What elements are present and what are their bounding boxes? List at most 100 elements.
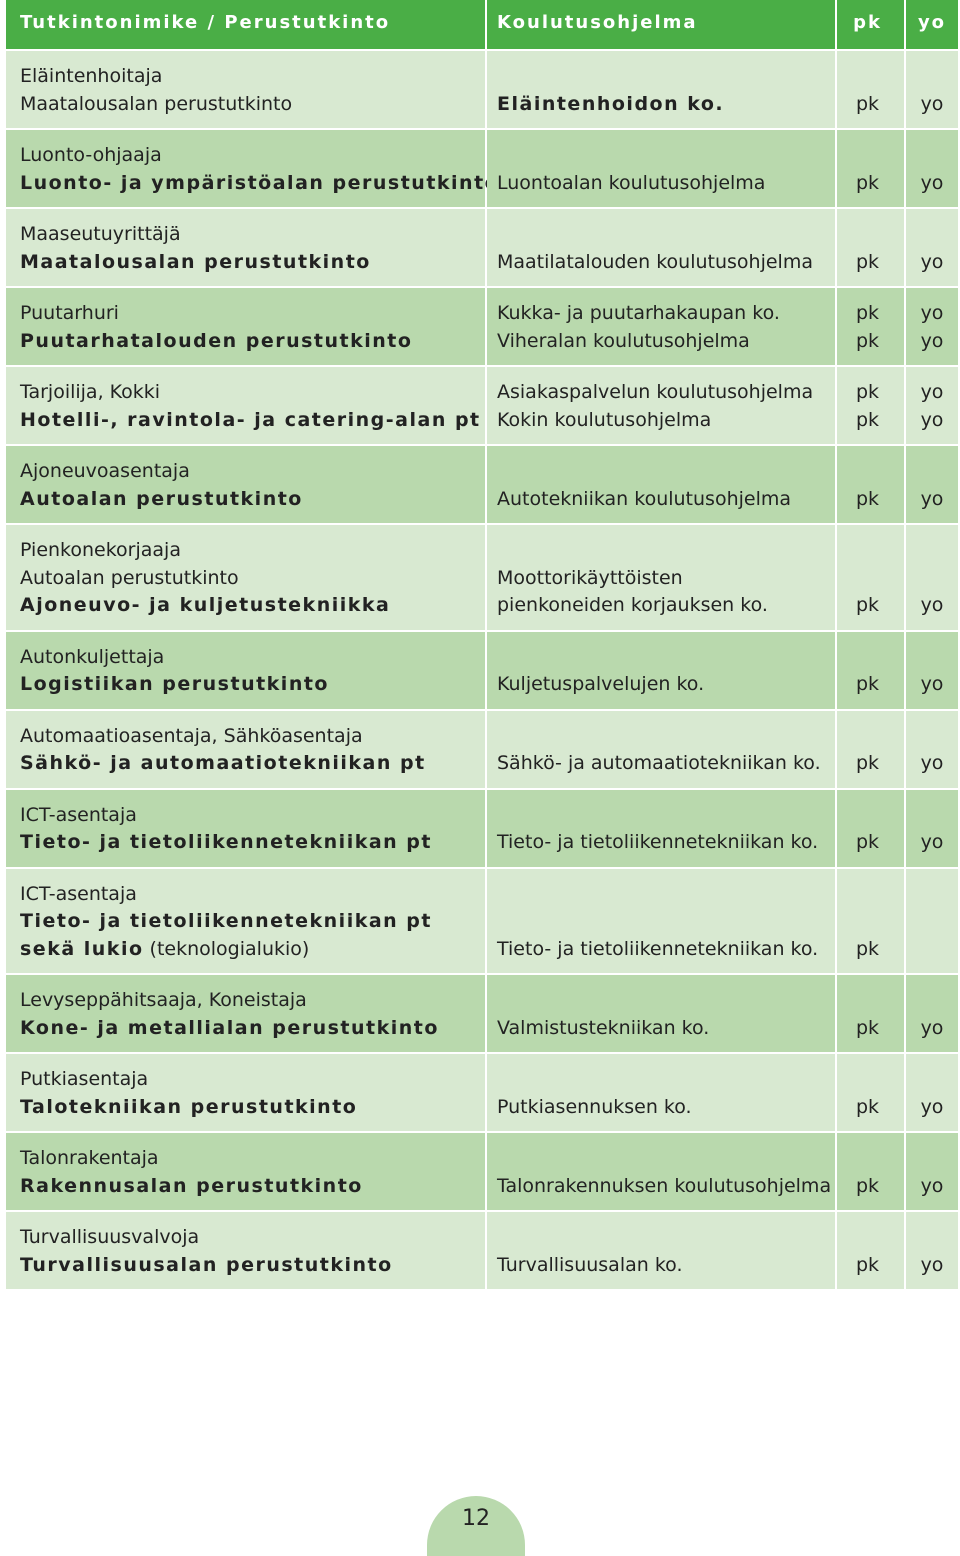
program-cell: Luontoalan koulutusohjelma <box>487 130 835 207</box>
degree-name: Autoalan perustutkinto <box>20 487 303 510</box>
pk-mark: pk <box>855 673 880 695</box>
yo-cell: yo <box>906 1054 958 1131</box>
yo-cell: yo <box>906 975 958 1052</box>
title-cell: ICT-asentaja Tieto- ja tietoliikennetekni… <box>6 789 485 867</box>
pk-mark: pk <box>855 1174 880 1197</box>
yo-mark: yo <box>920 250 944 273</box>
degree-name: Kone- ja metallialan perustutkinto <box>20 1016 439 1039</box>
degree-extra-note: (teknologialukio) <box>143 937 310 960</box>
title-cell: ICT-asentaja Tieto- ja tietoliikennetekni… <box>6 868 485 973</box>
job-title: Levyseppähitsaaja, Koneistaja <box>20 989 307 1011</box>
job-title: ICT-asentaja <box>20 882 137 905</box>
yo-cell: yo <box>906 1133 958 1210</box>
yo-mark: yo <box>920 92 944 115</box>
program-name: Kokin koulutusohjelma <box>497 408 712 431</box>
program-cell: Kuljetuspalvelujen ko. <box>487 631 835 709</box>
yo-cell: yo yo <box>906 367 958 444</box>
job-title: Autoalan perustutkinto <box>20 566 239 589</box>
pk-cell: pk pk <box>837 288 904 365</box>
job-title: Puutarhuri <box>20 302 119 324</box>
program-cell: Autotekniikan koulutusohjelma <box>487 446 835 523</box>
program-name: Autotekniikan koulutusohjelma <box>497 487 792 510</box>
program-cell: Turvallisuusalan ko. <box>487 1212 835 1289</box>
program-name: Sähkö- ja automaatiotekniikan ko. <box>497 752 821 774</box>
yo-cell <box>906 868 958 973</box>
yo-cell: yo <box>906 710 958 788</box>
program-cell: Sähkö- ja automaatiotekniikan ko. <box>487 710 835 788</box>
program-cell: Eläintenhoidon ko. <box>487 51 835 128</box>
table-row: ICT-asentaja Tieto- ja tietoliikennetekni… <box>6 868 958 973</box>
table-header: Tutkintonimike / Perustutkinto Koulutuso… <box>6 0 958 49</box>
title-cell: Levyseppähitsaaja, Koneistaja Kone- ja me… <box>6 975 485 1052</box>
yo-mark: yo <box>920 408 944 431</box>
program-cell: Talonrakennuksen koulutusohjelma <box>487 1133 835 1210</box>
degree-table: Tutkintonimike / Perustutkinto Koulutuso… <box>6 0 958 1291</box>
program-name: Moottorikäyttöisten <box>497 566 683 589</box>
degree-name: Tieto- ja tietoliikennetekniikan pt <box>20 831 432 853</box>
degree-name: Maatalousalan perustutkinto <box>20 250 371 273</box>
title-cell: Puutarhuri Puutarhatalouden perustutkinto <box>6 288 485 365</box>
yo-cell: yo <box>906 789 958 867</box>
degree-name: Tieto- ja tietoliikennetekniikan pt <box>20 910 432 932</box>
pk-mark: pk <box>855 381 880 403</box>
pk-cell: pk pk <box>837 367 904 444</box>
job-title: Tarjoilija, Kokki <box>20 381 161 403</box>
title-cell: Ajoneuvoasentaja Autoalan perustutkinto <box>6 446 485 523</box>
table-row: Eläintenhoitaja Maatalousalan perustutkin… <box>6 51 958 128</box>
header-yo-col: yo <box>906 0 958 49</box>
job-title: Autonkuljettaja <box>20 645 165 668</box>
title-cell: Maaseutuyrittäjä Maatalousalan perustutki… <box>6 209 485 286</box>
table-row: Levyseppähitsaaja, Koneistaja Kone- ja me… <box>6 975 958 1052</box>
yo-cell: yo <box>906 1212 958 1289</box>
degree-name: Turvallisuusalan perustutkinto <box>20 1253 393 1276</box>
job-title: Eläintenhoitaja <box>20 65 163 87</box>
pk-mark: pk <box>855 831 880 853</box>
degree-extra-bold: sekä lukio <box>20 937 144 960</box>
program-name: Tieto- ja tietoliikennetekniikan ko. <box>497 937 819 960</box>
yo-mark: yo <box>920 1253 944 1276</box>
table-row: Ajoneuvoasentaja Autoalan perustutkinto Au… <box>6 446 958 523</box>
yo-mark: yo <box>920 594 944 616</box>
header-pk-col: pk <box>837 0 904 49</box>
program-name: Valmistustekniikan ko. <box>497 1016 710 1039</box>
program-cell: Tieto- ja tietoliikennetekniikan ko. <box>487 789 835 867</box>
yo-mark: yo <box>920 1016 944 1039</box>
pk-cell: pk <box>837 51 904 128</box>
degree-name: Maatalousalan perustutkinto <box>20 92 293 115</box>
yo-mark: yo <box>920 1095 944 1118</box>
yo-mark: yo <box>920 831 944 853</box>
job-title: Talonrakentaja <box>20 1147 159 1169</box>
yo-cell: yo <box>906 130 958 207</box>
program-cell: Asiakaspalvelun koulutusohjelma Kokin kou… <box>487 367 835 444</box>
program-name: Maatilatalouden koulutusohjelma <box>497 250 813 273</box>
pk-mark: pk <box>855 171 880 194</box>
degree-name: Puutarhatalouden perustutkinto <box>20 329 413 352</box>
yo-mark: yo <box>920 752 944 774</box>
program-cell: Putkiasennuksen ko. <box>487 1054 835 1131</box>
pk-mark: pk <box>855 250 880 273</box>
program-name: Kukka- ja puutarhakaupan ko. <box>497 302 780 324</box>
yo-mark: yo <box>920 1174 944 1197</box>
pk-mark: pk <box>855 1016 880 1039</box>
pk-cell: pk <box>837 868 904 973</box>
job-title: Maaseutuyrittäjä <box>20 223 181 245</box>
pk-mark: pk <box>855 92 880 115</box>
degree-extra: sekä lukio (teknologialukio) <box>20 936 475 964</box>
program-name: Talonrakennuksen koulutusohjelma <box>497 1174 832 1197</box>
pk-mark: pk <box>855 937 880 960</box>
table-row: Luonto-ohjaaja Luonto- ja ympäristöalan p… <box>6 130 958 207</box>
program-cell: Moottorikäyttöisten pienkoneiden korjauks… <box>487 525 835 630</box>
pk-cell: pk <box>837 130 904 207</box>
yo-mark: yo <box>920 329 944 352</box>
degree-name: Luonto- ja ympäristöalan perustutkinto <box>20 171 500 194</box>
pk-mark: pk <box>855 594 880 616</box>
title-cell: Tarjoilija, Kokki Hotelli-, ravintola- ja… <box>6 367 485 444</box>
program-name: Asiakaspalvelun koulutusohjelma <box>497 381 814 403</box>
degree-name: Talotekniikan perustutkinto <box>20 1095 358 1118</box>
job-title: Ajoneuvoasentaja <box>20 460 190 482</box>
pk-mark: pk <box>855 487 880 510</box>
program-name: Turvallisuusalan ko. <box>497 1253 683 1276</box>
program-name: Viheralan koulutusohjelma <box>497 329 750 352</box>
title-cell: Luonto-ohjaaja Luonto- ja ympäristöalan p… <box>6 130 500 207</box>
program-name: pienkoneiden korjauksen ko. <box>497 594 768 616</box>
